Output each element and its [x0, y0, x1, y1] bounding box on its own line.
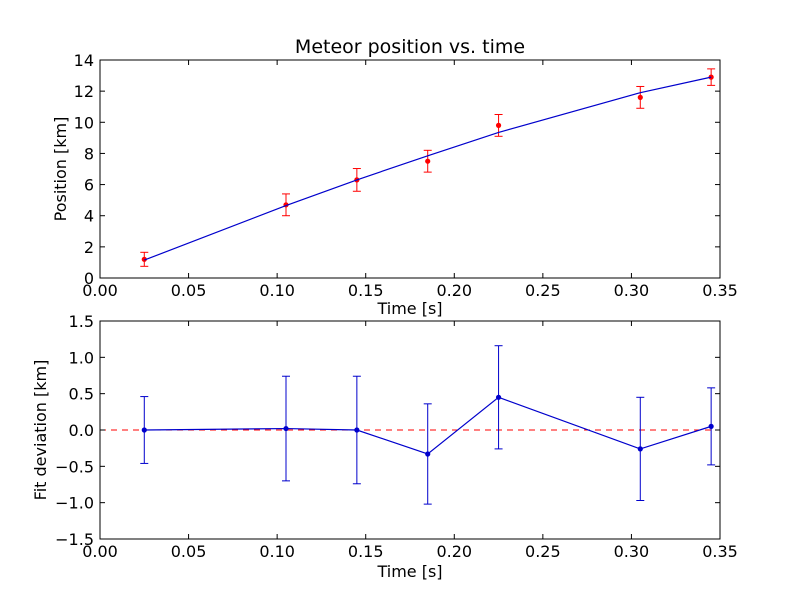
position-plot-ytick-label: 4 — [84, 207, 94, 226]
position-plot-ytick-label: 12 — [74, 82, 94, 101]
deviation-plot-data-point — [425, 451, 431, 457]
deviation-plot-ytick-label: −0.5 — [55, 457, 94, 476]
position-plot-ylabel: Position [km] — [51, 117, 70, 222]
deviation-plot-data-point — [141, 427, 147, 433]
deviation-plot-ytick-label: 1.5 — [69, 312, 94, 331]
position-plot-series — [140, 68, 716, 267]
position-plot-ticks: 0.00 0.05 0.10 0.15 0.20 0.25 0.30 0.35 0 2 4 6 8 10 1… — [74, 51, 738, 300]
position-plot-frame — [99, 59, 721, 279]
deviation-plot-xlabel: Time [s] — [376, 562, 442, 581]
deviation-plot: 0.00 0.05 0.10 0.15 0.20 0.25 0.30 0.35 −1.5 −1.0… — [31, 312, 738, 581]
position-plot-xtick-label: 0.15 — [348, 281, 384, 300]
deviation-plot-xtick-label: 0.00 — [82, 542, 118, 561]
deviation-plot-xtick-label: 0.20 — [436, 542, 472, 561]
position-plot-data-point — [425, 158, 431, 164]
deviation-plot-ytick-label: 0.0 — [69, 421, 94, 440]
position-plot-xtick-label: 0.20 — [436, 281, 472, 300]
position-plot-data-point — [141, 256, 147, 262]
deviation-plot-data-point — [495, 394, 502, 400]
deviation-plot-data-point — [283, 425, 289, 432]
deviation-plot-data-point — [354, 427, 360, 433]
position-plot-xtick-label: 0.10 — [259, 281, 295, 300]
deviation-plot-ytick-label: −1.5 — [55, 530, 94, 549]
deviation-plot-xtick-label: 0.30 — [614, 542, 650, 561]
position-plot: Meteor position vs. time 0.00 0.05 0.10 0.1… — [51, 36, 738, 318]
position-plot-xtick-label: 0.00 — [82, 281, 118, 300]
position-plot-ytick-label: 0 — [84, 269, 94, 288]
deviation-plot-ticks: 0.00 0.05 0.10 0.15 0.20 0.25 0.30 0.35 −1.5 −1.0… — [55, 312, 738, 561]
deviation-plot-data-point — [708, 423, 714, 429]
deviation-plot-ytick-label: 0.5 — [69, 385, 94, 404]
position-plot-ytick-label: 2 — [84, 238, 94, 257]
deviation-plot-xtick-label: 0.05 — [171, 542, 207, 561]
position-plot-xtick-label: 0.30 — [614, 281, 650, 300]
deviation-plot-xtick-label: 0.25 — [525, 542, 561, 561]
position-plot-ytick-label: 6 — [84, 176, 94, 195]
deviation-plot-series — [100, 345, 720, 505]
deviation-plot-ylabel: Fit deviation [km] — [31, 360, 50, 501]
deviation-plot-xtick-label: 0.15 — [348, 542, 384, 561]
deviation-plot-ytick-label: 1.0 — [69, 348, 94, 367]
position-plot-xlabel: Time [s] — [376, 299, 442, 318]
position-plot-ytick-label: 14 — [74, 51, 94, 70]
position-plot-data-point — [495, 122, 502, 128]
position-plot-series-line — [144, 76, 712, 261]
position-plot-data-point — [708, 74, 714, 80]
position-plot-data-point — [637, 94, 643, 100]
position-plot-title: Meteor position vs. time — [295, 36, 525, 58]
deviation-plot-ytick-label: −1.0 — [55, 494, 94, 513]
position-plot-ytick-label: 8 — [84, 144, 94, 163]
position-plot-xtick-label: 0.25 — [525, 281, 561, 300]
deviation-plot-xtick-label: 0.35 — [702, 542, 738, 561]
deviation-plot-xtick-label: 0.10 — [259, 542, 295, 561]
position-plot-xtick-label: 0.05 — [171, 281, 207, 300]
position-plot-xtick-label: 0.35 — [702, 281, 738, 300]
position-plot-ytick-label: 10 — [74, 113, 94, 132]
deviation-plot-data-point — [637, 446, 643, 452]
